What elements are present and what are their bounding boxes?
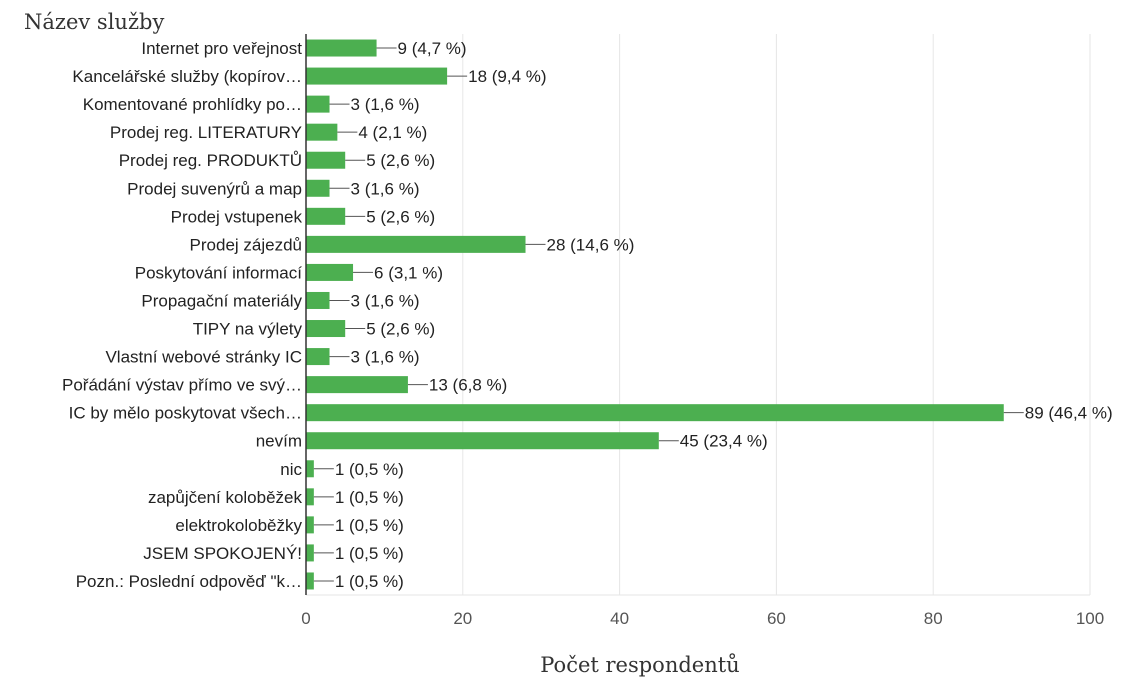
- category-label: TIPY na výlety: [193, 320, 303, 339]
- data-label: 1 (0,5 %): [335, 516, 404, 535]
- x-tick-label: 0: [301, 609, 310, 628]
- bar: [306, 291, 330, 309]
- data-label: 13 (6,8 %): [429, 376, 507, 395]
- category-label: Internet pro veřejnost: [141, 39, 302, 58]
- bar: [306, 263, 354, 281]
- bar: [306, 207, 346, 225]
- category-label: Pozn.: Poslední odpověď "k…: [76, 572, 302, 591]
- category-label: Propagační materiály: [141, 291, 302, 310]
- category-label: IC by mělo poskytovat všech…: [69, 404, 302, 423]
- data-label: 1 (0,5 %): [335, 544, 404, 563]
- x-tick-label: 40: [610, 609, 629, 628]
- data-label: 3 (1,6 %): [351, 95, 420, 114]
- category-label: Kancelářské služby (kopírov…: [72, 67, 302, 86]
- data-label: 3 (1,6 %): [351, 179, 420, 198]
- category-label: Komentované prohlídky po…: [83, 95, 302, 114]
- bar: [306, 544, 314, 562]
- category-label: Pořádání výstav přímo ve svý…: [62, 376, 302, 395]
- data-label: 5 (2,6 %): [366, 151, 435, 170]
- bar: [306, 572, 314, 590]
- data-label: 1 (0,5 %): [335, 572, 404, 591]
- grid-layer: [306, 34, 1091, 596]
- category-label: Poskytování informací: [135, 263, 303, 282]
- category-label: Vlastní webové stránky IC: [105, 348, 302, 367]
- category-label: elektrokoloběžky: [175, 516, 302, 535]
- bar: [306, 123, 338, 141]
- x-tick-label: 60: [767, 609, 786, 628]
- bar: [306, 151, 346, 169]
- bar: [306, 348, 330, 366]
- category-label: Prodej reg. LITERATURY: [110, 123, 302, 142]
- bar: [306, 404, 1004, 422]
- x-tick-label: 100: [1076, 609, 1104, 628]
- bar: [306, 376, 408, 394]
- category-label: Prodej suvenýrů a map: [127, 179, 302, 198]
- data-label: 6 (3,1 %): [374, 263, 443, 282]
- data-label: 89 (46,4 %): [1025, 404, 1113, 423]
- bar: [306, 235, 526, 253]
- category-label: nevím: [256, 432, 302, 451]
- category-label: nic: [280, 460, 302, 479]
- data-label: 28 (14,6 %): [547, 235, 635, 254]
- data-label: 1 (0,5 %): [335, 488, 404, 507]
- x-axis-title: Počet respondentů: [540, 653, 739, 677]
- bar: [306, 320, 346, 338]
- category-label: Prodej vstupenek: [171, 207, 303, 226]
- data-label: 4 (2,1 %): [358, 123, 427, 142]
- category-label: JSEM SPOKOJENÝ!: [143, 544, 302, 563]
- bar: [306, 432, 659, 450]
- category-label: Prodej reg. PRODUKTŮ: [119, 151, 302, 170]
- data-label: 3 (1,6 %): [351, 291, 420, 310]
- bars-layer: 9 (4,7 %)18 (9,4 %) 3 (1,6 %) 4 (2,1 %) 5 (…: [306, 39, 1113, 591]
- data-label: 5 (2,6 %): [366, 320, 435, 339]
- bar: [306, 39, 377, 57]
- data-label: 1 (0,5 %): [335, 460, 404, 479]
- data-label: 18 (9,4 %): [468, 67, 546, 86]
- category-label: Prodej zájezdů: [190, 235, 302, 254]
- x-tick-label: 20: [453, 609, 472, 628]
- x-tick-label: 80: [924, 609, 943, 628]
- bar: [306, 95, 330, 113]
- bar: [306, 67, 448, 85]
- category-label: zapůjčení koloběžek: [148, 488, 303, 507]
- data-label: 45 (23,4 %): [680, 432, 768, 451]
- bar: [306, 488, 314, 506]
- axis-layer: 0 20 40 60 80 100 Internet pro veřejnost Kancel…: [62, 34, 1104, 628]
- bar: [306, 460, 314, 478]
- bar: [306, 516, 314, 534]
- data-label: 9 (4,7 %): [398, 39, 467, 58]
- chart-title: Název služby: [24, 10, 164, 34]
- data-label: 5 (2,6 %): [366, 207, 435, 226]
- bar: [306, 179, 330, 197]
- data-label: 3 (1,6 %): [351, 348, 420, 367]
